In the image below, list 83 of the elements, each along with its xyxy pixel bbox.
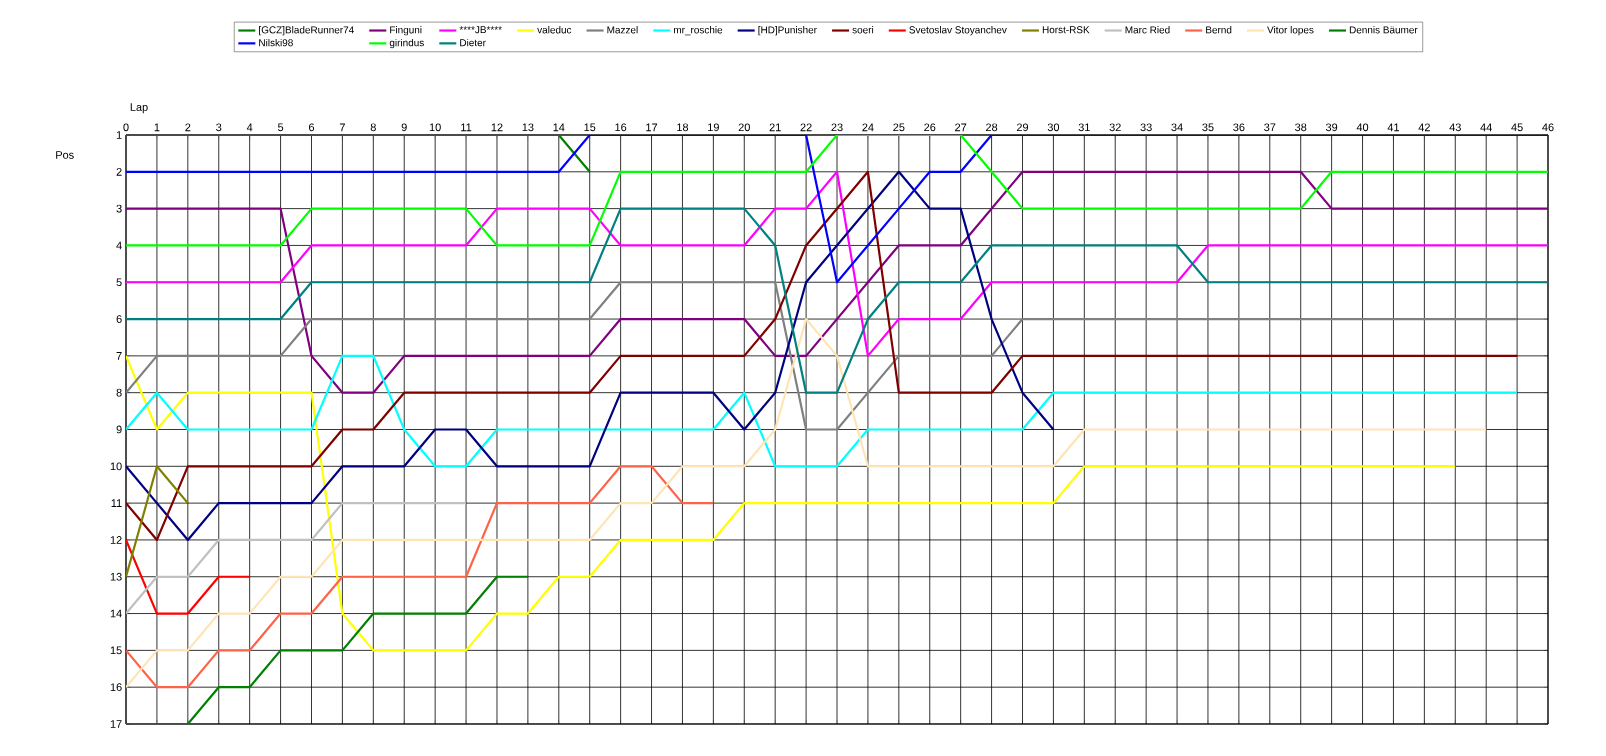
x-axis-title: Lap — [130, 103, 148, 114]
x-tick-label: 11 — [461, 123, 472, 132]
y-tick-label: 1 — [116, 131, 122, 139]
y-tick-label: 2 — [116, 167, 122, 176]
legend-label: Finguni — [390, 26, 422, 36]
legend-label: Nilski98 — [259, 38, 293, 47]
y-tick-label: 10 — [110, 462, 122, 471]
x-tick-label: 19 — [708, 123, 719, 132]
y-tick-label: 15 — [110, 646, 122, 655]
legend-label: soeri — [852, 26, 874, 34]
legend-label: Vitor lopes — [1267, 26, 1314, 36]
x-tick-label: 44 — [1480, 123, 1492, 132]
x-tick-label: 9 — [401, 123, 407, 132]
y-tick-label: 13 — [110, 572, 122, 581]
y-tick-label: 4 — [116, 241, 122, 250]
x-tick-label: 6 — [309, 123, 315, 132]
legend-label: Mazzel — [607, 26, 638, 34]
x-tick-label: 21 — [769, 123, 781, 132]
legend-label: Dieter — [460, 38, 486, 47]
x-tick-label: 12 — [491, 123, 503, 132]
legend-label: Svetoslav Stoyanchev — [909, 26, 1007, 36]
legend-label: Dennis Bäumer — [1349, 26, 1418, 34]
x-tick-label: 18 — [677, 123, 689, 132]
x-tick-label: 41 — [1387, 123, 1400, 132]
x-tick-label: 28 — [986, 123, 998, 132]
x-tick-label: 23 — [831, 123, 843, 132]
x-tick-label: 10 — [429, 123, 441, 132]
x-tick-label: 29 — [1016, 123, 1029, 132]
x-tick-label: 5 — [277, 123, 284, 132]
legend-label: valeduc — [537, 26, 572, 34]
legend-label: Horst-RSK — [1042, 26, 1090, 34]
y-tick-label: 8 — [116, 388, 122, 397]
x-tick-label: 7 — [339, 123, 345, 132]
x-tick-label: 39 — [1325, 123, 1338, 132]
x-tick-label: 3 — [216, 123, 222, 132]
x-tick-label: 38 — [1295, 123, 1307, 132]
x-tick-label: 8 — [370, 123, 376, 132]
x-tick-label: 0 — [123, 123, 129, 132]
y-tick-label: 3 — [116, 204, 122, 213]
y-tick-label: 11 — [111, 499, 122, 507]
x-tick-label: 22 — [800, 123, 812, 132]
x-tick-label: 15 — [584, 123, 596, 132]
x-tick-label: 13 — [522, 123, 534, 132]
y-tick-label: 14 — [110, 609, 122, 618]
x-tick-label: 4 — [246, 123, 253, 132]
x-tick-label: 20 — [738, 123, 750, 132]
x-tick-label: 36 — [1233, 123, 1245, 132]
x-tick-label: 34 — [1171, 123, 1183, 132]
x-tick-label: 42 — [1418, 123, 1430, 132]
legend-label: Marc Ried — [1125, 26, 1170, 34]
x-tick-label: 45 — [1511, 123, 1523, 132]
legend-label: [GCZ]BladeRunner74 — [259, 26, 354, 36]
legend-label: ****JB**** — [459, 26, 502, 34]
legend-label: Bernd — [1206, 26, 1232, 34]
x-tick-label: 33 — [1140, 123, 1152, 132]
x-tick-label: 24 — [862, 123, 874, 132]
x-tick-label: 30 — [1047, 123, 1060, 132]
y-tick-label: 5 — [116, 278, 122, 287]
x-tick-label: 31 — [1078, 123, 1090, 132]
x-tick-label: 32 — [1109, 123, 1121, 132]
x-tick-label: 25 — [893, 123, 905, 132]
x-tick-label: 17 — [646, 123, 658, 132]
y-tick-label: 9 — [116, 425, 122, 434]
y-tick-label: 6 — [116, 315, 122, 323]
legend-label: girindus — [389, 38, 424, 49]
y-axis-title: Pos — [56, 151, 74, 159]
y-tick-label: 17 — [110, 720, 122, 728]
legend-label: mr_roschie — [674, 26, 723, 36]
x-tick-label: 46 — [1542, 123, 1554, 132]
x-tick-label: 37 — [1264, 123, 1276, 132]
x-tick-label: 27 — [955, 123, 967, 132]
y-tick-label: 12 — [110, 536, 122, 544]
x-tick-label: 43 — [1449, 123, 1461, 132]
y-tick-label: 7 — [116, 352, 122, 360]
x-tick-label: 2 — [185, 123, 191, 132]
x-tick-label: 26 — [924, 123, 936, 132]
x-tick-label: 35 — [1202, 123, 1214, 132]
x-tick-label: 14 — [553, 123, 565, 132]
x-tick-label: 40 — [1356, 123, 1369, 132]
legend-label: [HD]Punisher — [758, 26, 817, 36]
y-tick-label: 16 — [110, 683, 122, 692]
x-tick-label: 16 — [615, 123, 627, 132]
x-tick-label: 1 — [154, 123, 160, 132]
